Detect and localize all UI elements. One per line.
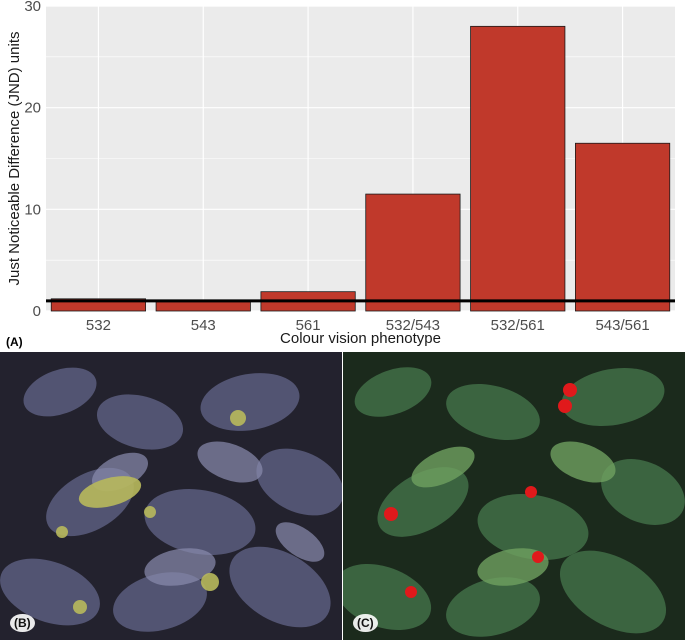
y-tick-label: 20 (24, 100, 41, 117)
bar (155, 301, 251, 312)
y-tick-label: 10 (24, 201, 41, 218)
panel-c-label: (C) (353, 614, 378, 632)
x-tick-label: 532/561 (491, 317, 545, 334)
x-tick-label: 532/543 (386, 317, 440, 334)
photo-panel-b: (B) (0, 352, 342, 640)
panel-a-label: (A) (6, 335, 23, 349)
x-tick-label: 543 (191, 317, 216, 334)
x-axis-label: Colour vision phenotype (280, 330, 441, 347)
y-tick-labels: 0 10 20 30 (24, 0, 41, 320)
jnd-chart: 0 10 20 30 532 543 561 532/543 532/561 543/561 C… (6, 0, 675, 349)
x-tick-labels: 532 543 561 532/543 532/561 543/561 (86, 317, 650, 334)
x-tick-label: 561 (296, 317, 321, 334)
y-axis-label: Just Noticeable Difference (JND) units (6, 32, 23, 286)
bar (365, 193, 461, 312)
panel-b-label: (B) (10, 614, 35, 632)
bar (470, 25, 566, 312)
bar (575, 142, 671, 312)
x-tick-label: 532 (86, 317, 111, 334)
chart-svg: 0 10 20 30 532 543 561 532/543 532/561 543/561 C… (6, 0, 675, 347)
photo-panel-c: (C) (343, 352, 685, 640)
foliage-photo-trichromat (343, 352, 685, 640)
x-tick-label: 543/561 (595, 317, 649, 334)
foliage-photo-dichromat (0, 352, 342, 640)
y-tick-label: 30 (24, 0, 41, 15)
y-tick-label: 0 (33, 303, 41, 320)
